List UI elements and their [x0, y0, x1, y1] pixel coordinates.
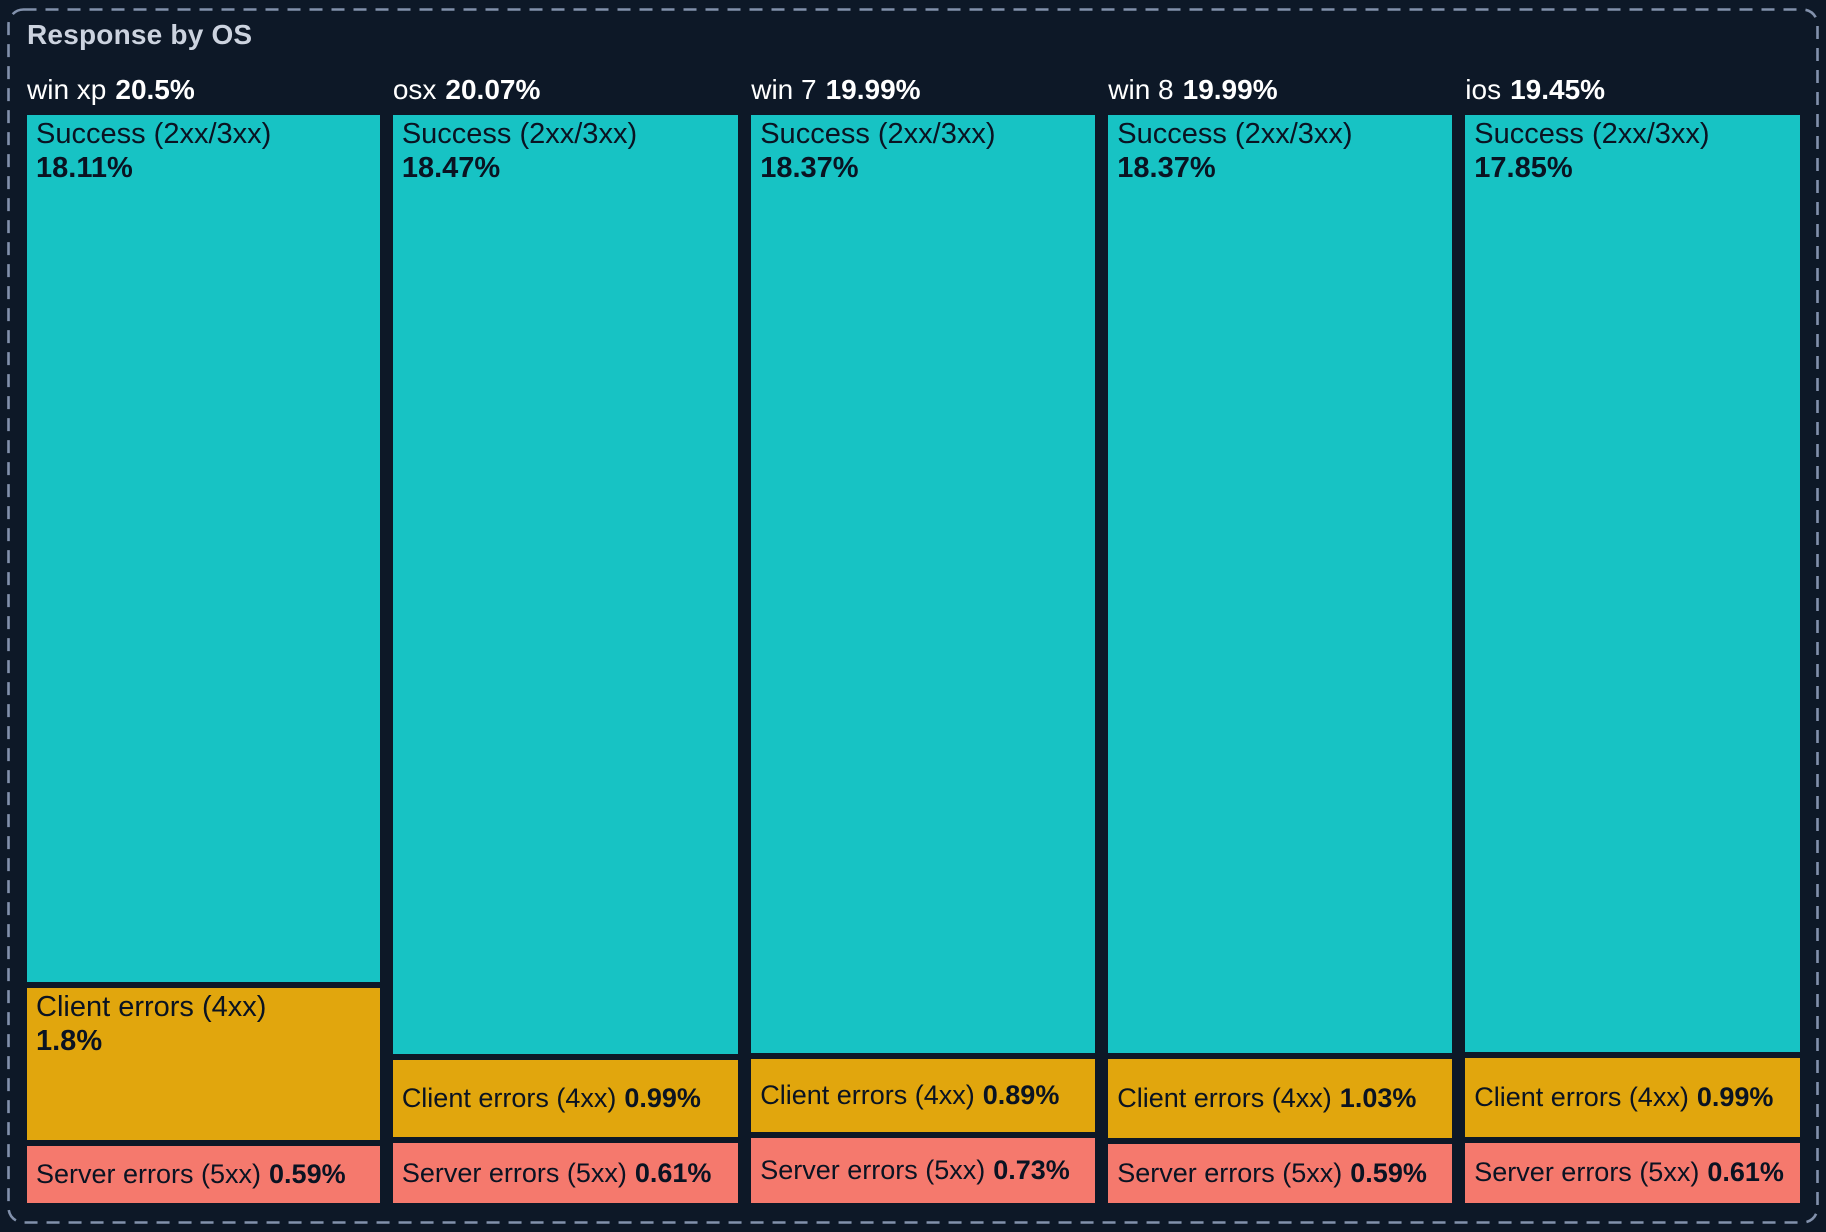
os-name: osx: [392, 74, 437, 105]
segment-label: Server errors (5xx): [760, 1154, 986, 1185]
segment-value: 17.85%: [1474, 151, 1573, 184]
segment-value: 0.61%: [634, 1157, 712, 1188]
segment-client-osx[interactable]: Client errors (4xx) 0.99%: [392, 1060, 739, 1138]
segment-value: 1.03%: [1339, 1083, 1417, 1113]
segment-value: 18.11%: [36, 151, 133, 184]
os-total-percent: 19.99%: [825, 74, 921, 105]
os-column-header: win 7 19.99%: [751, 74, 1095, 106]
segment-server-win-xp[interactable]: Server errors (5xx) 0.59%: [27, 1146, 380, 1203]
os-name: win 8: [1108, 74, 1174, 105]
segment-client-ios[interactable]: Client errors (4xx) 0.99%: [1465, 1057, 1801, 1137]
os-name: win 7: [751, 74, 817, 105]
segment-value: 1.8%: [36, 1024, 103, 1057]
segment-label: Client errors (4xx): [1117, 1083, 1332, 1113]
os-segment-stack: Success (2xx/3xx) 18.37% Client errors (4x…: [751, 115, 1096, 1204]
segment-label: Server errors (5xx): [1474, 1157, 1700, 1188]
os-column-header: win xp 20.5%: [27, 74, 380, 106]
segment-label: Server errors (5xx): [36, 1159, 262, 1190]
os-segment-stack: Success (2xx/3xx) 18.11% Client errors (4x…: [27, 115, 380, 1203]
os-total-percent: 20.5%: [115, 74, 195, 105]
segment-value: 0.99%: [1696, 1081, 1774, 1112]
segment-value: 18.37%: [1117, 151, 1216, 184]
segment-client-win-7[interactable]: Client errors (4xx) 0.89%: [751, 1058, 1096, 1132]
os-segment-stack: Success (2xx/3xx) 18.47% Client errors (4x…: [392, 115, 739, 1203]
os-name: win xp: [27, 74, 107, 105]
os-segment-stack: Success (2xx/3xx) 18.37% Client errors (4x…: [1108, 115, 1453, 1203]
segment-value: 0.61%: [1707, 1157, 1784, 1188]
segment-client-win-xp[interactable]: Client errors (4xx) 1.8%: [27, 988, 380, 1141]
os-column-win-8: win 8 19.99% Success (2xx/3xx) 18.37% Client…: [1108, 74, 1453, 1203]
os-segment-stack: Success (2xx/3xx) 17.85% Client errors (4x…: [1465, 115, 1801, 1203]
os-column-win-xp: win xp 20.5% Success (2xx/3xx) 18.11% Client…: [27, 74, 380, 1203]
segment-value: 0.59%: [269, 1159, 346, 1190]
segment-value: 0.73%: [993, 1154, 1070, 1185]
segment-label: Client errors (4xx): [1474, 1081, 1689, 1112]
segment-label: Client errors (4xx): [401, 1083, 617, 1114]
segment-label: Success (2xx/3xx): [760, 118, 996, 150]
os-name: ios: [1465, 74, 1502, 105]
segment-label: Client errors (4xx): [760, 1079, 975, 1110]
panel-title: Response by OS: [27, 19, 253, 50]
segment-label: Server errors (5xx): [401, 1157, 627, 1188]
segment-success-osx[interactable]: Success (2xx/3xx) 18.47%: [392, 115, 739, 1054]
segment-success-win-7[interactable]: Success (2xx/3xx) 18.37%: [751, 115, 1096, 1053]
os-total-percent: 19.45%: [1510, 74, 1606, 105]
os-column-header: osx 20.07%: [393, 74, 738, 106]
os-column-win-7: win 7 19.99% Success (2xx/3xx) 18.37% Client…: [751, 74, 1096, 1204]
segment-server-win-8[interactable]: Server errors (5xx) 0.59%: [1108, 1144, 1453, 1203]
segment-client-win-8[interactable]: Client errors (4xx) 1.03%: [1108, 1058, 1453, 1139]
os-column-osx: osx 20.07% Success (2xx/3xx) 18.47% Client e…: [392, 74, 739, 1203]
os-column-header: ios 19.45%: [1465, 74, 1800, 106]
segment-value: 18.37%: [760, 151, 859, 184]
segment-label: Success (2xx/3xx): [401, 118, 638, 150]
os-total-percent: 20.07%: [445, 74, 541, 105]
segment-label: Server errors (5xx): [1117, 1158, 1343, 1189]
segment-server-ios[interactable]: Server errors (5xx) 0.61%: [1465, 1142, 1801, 1203]
segment-success-win-xp[interactable]: Success (2xx/3xx) 18.11%: [27, 115, 380, 982]
segment-label: Success (2xx/3xx): [36, 118, 272, 150]
os-column-header: win 8 19.99%: [1108, 74, 1452, 106]
segment-label: Success (2xx/3xx): [1474, 118, 1710, 150]
segment-value: 0.59%: [1350, 1158, 1427, 1189]
segment-value: 18.47%: [401, 151, 501, 184]
segment-label: Success (2xx/3xx): [1117, 118, 1353, 150]
segment-label: Client errors (4xx): [36, 991, 267, 1023]
segment-server-win-7[interactable]: Server errors (5xx) 0.73%: [751, 1137, 1096, 1204]
segment-server-osx[interactable]: Server errors (5xx) 0.61%: [392, 1143, 739, 1203]
os-column-ios: ios 19.45% Success (2xx/3xx) 17.85% Client e…: [1465, 74, 1801, 1203]
os-total-percent: 19.99%: [1182, 74, 1278, 105]
response-by-os-treemap: win xp 20.5% Success (2xx/3xx) 18.11% Client…: [27, 74, 1801, 1204]
segment-success-ios[interactable]: Success (2xx/3xx) 17.85%: [1465, 115, 1801, 1052]
segment-value: 0.89%: [982, 1079, 1060, 1110]
segment-value: 0.99%: [624, 1083, 701, 1114]
segment-success-win-8[interactable]: Success (2xx/3xx) 18.37%: [1108, 115, 1453, 1053]
